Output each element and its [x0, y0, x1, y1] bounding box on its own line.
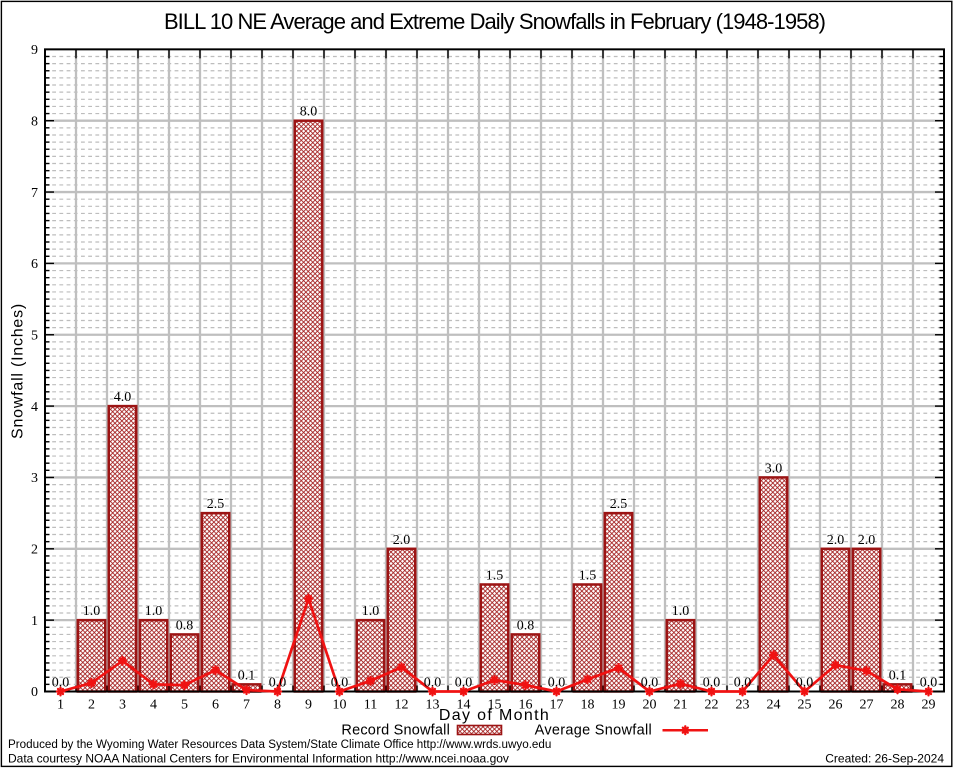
svg-text:5: 5 [31, 328, 38, 343]
svg-text:7: 7 [243, 697, 250, 712]
svg-text:2.5: 2.5 [207, 497, 225, 512]
svg-text:20: 20 [643, 697, 657, 712]
svg-text:0.0: 0.0 [269, 676, 287, 691]
svg-text:17: 17 [550, 697, 564, 712]
svg-text:1.5: 1.5 [486, 568, 504, 583]
svg-text:BILL 10 NE Average and Extreme: BILL 10 NE Average and Extreme Daily Sno… [164, 9, 825, 34]
svg-text:6: 6 [212, 697, 219, 712]
svg-text:11: 11 [364, 697, 377, 712]
svg-text:15: 15 [488, 697, 502, 712]
svg-text:2.5: 2.5 [610, 497, 628, 512]
svg-text:Data courtesy NOAA National Ce: Data courtesy NOAA National Centers for … [8, 752, 509, 766]
svg-text:3.0: 3.0 [765, 461, 783, 476]
svg-text:14: 14 [457, 697, 471, 712]
svg-text:4: 4 [31, 400, 38, 415]
svg-text:28: 28 [891, 697, 905, 712]
svg-text:1.0: 1.0 [362, 604, 380, 619]
svg-text:0.1: 0.1 [889, 668, 907, 683]
svg-text:0.0: 0.0 [331, 676, 349, 691]
svg-text:0: 0 [31, 685, 38, 700]
svg-text:26: 26 [829, 697, 843, 712]
svg-text:9: 9 [305, 697, 312, 712]
svg-text:0.8: 0.8 [176, 618, 194, 633]
svg-text:0.0: 0.0 [920, 676, 938, 691]
svg-text:19: 19 [612, 697, 626, 712]
svg-text:2.0: 2.0 [393, 533, 411, 548]
svg-text:9: 9 [31, 43, 38, 58]
svg-text:23: 23 [736, 697, 750, 712]
svg-text:4: 4 [150, 697, 157, 712]
svg-text:8: 8 [274, 697, 281, 712]
svg-text:Average Snowfall: Average Snowfall [535, 723, 652, 739]
svg-text:1: 1 [31, 614, 38, 629]
svg-text:0.1: 0.1 [238, 668, 256, 683]
svg-text:0.0: 0.0 [734, 676, 752, 691]
svg-text:7: 7 [31, 186, 38, 201]
svg-text:13: 13 [426, 697, 440, 712]
svg-text:Record Snowfall: Record Snowfall [341, 723, 450, 739]
svg-text:2: 2 [31, 543, 38, 558]
svg-text:Produced by the Wyoming Water: Produced by the Wyoming Water Resources … [8, 738, 551, 751]
svg-text:6: 6 [31, 257, 38, 272]
svg-text:0.0: 0.0 [548, 676, 566, 691]
svg-text:24: 24 [767, 697, 781, 712]
svg-text:8.0: 8.0 [300, 105, 318, 120]
svg-text:1.5: 1.5 [579, 568, 597, 583]
svg-text:2.0: 2.0 [858, 533, 876, 548]
svg-text:21: 21 [674, 697, 688, 712]
svg-text:0.0: 0.0 [641, 676, 659, 691]
svg-text:0.8: 0.8 [517, 618, 535, 633]
svg-text:0.0: 0.0 [52, 676, 70, 691]
svg-text:Day of Month: Day of Month [439, 707, 550, 724]
svg-text:0.0: 0.0 [455, 676, 473, 691]
svg-text:0.0: 0.0 [703, 676, 721, 691]
svg-text:25: 25 [798, 697, 812, 712]
svg-text:4.0: 4.0 [114, 390, 132, 405]
svg-text:3: 3 [119, 697, 126, 712]
svg-text:18: 18 [581, 697, 595, 712]
svg-text:16: 16 [519, 697, 533, 712]
svg-text:1.0: 1.0 [672, 604, 690, 619]
svg-text:1.0: 1.0 [83, 604, 101, 619]
svg-text:22: 22 [705, 697, 719, 712]
svg-text:12: 12 [395, 697, 409, 712]
svg-text:27: 27 [860, 697, 874, 712]
svg-text:0.0: 0.0 [424, 676, 442, 691]
svg-text:2: 2 [88, 697, 95, 712]
svg-text:8: 8 [31, 114, 38, 129]
svg-text:0.0: 0.0 [796, 676, 814, 691]
svg-text:3: 3 [31, 471, 38, 486]
svg-text:10: 10 [333, 697, 347, 712]
svg-text:Created: 26-Sep-2024: Created: 26-Sep-2024 [825, 752, 944, 766]
svg-text:1: 1 [57, 697, 64, 712]
svg-text:Snowfall (Inches): Snowfall (Inches) [10, 303, 27, 439]
svg-text:1.0: 1.0 [145, 604, 163, 619]
svg-text:29: 29 [922, 697, 936, 712]
svg-text:5: 5 [181, 697, 188, 712]
svg-text:2.0: 2.0 [827, 533, 845, 548]
